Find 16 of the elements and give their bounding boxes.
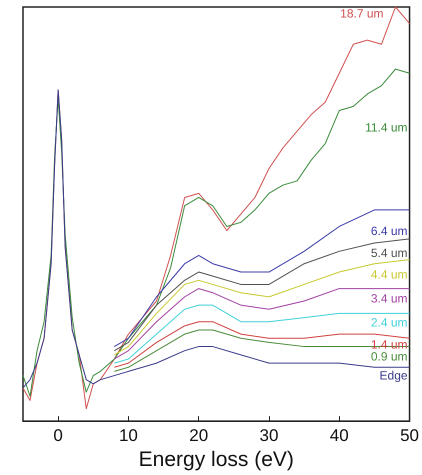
series-label: 4.4 um <box>370 268 408 282</box>
series-label: 11.4 um <box>365 120 408 134</box>
x-tick-label: 0 <box>53 426 63 446</box>
series-label: Edge <box>380 368 408 382</box>
x-tick-label: 10 <box>118 426 138 446</box>
x-tick-label: 50 <box>400 426 420 446</box>
x-axis-title: Energy loss (eV) <box>138 448 294 471</box>
series-label: 2.4 um <box>370 315 408 330</box>
series-label: 5.4 um <box>370 246 408 260</box>
series-label: 3.4 um <box>370 292 408 306</box>
x-tick-label: 20 <box>189 426 208 446</box>
series-label: 0.9 um <box>370 350 408 364</box>
x-tick-label: 30 <box>260 426 278 446</box>
x-tick-label: 40 <box>330 426 349 446</box>
series-label: 6.4 um <box>370 224 408 238</box>
series-label: 18.7 um <box>340 6 384 21</box>
